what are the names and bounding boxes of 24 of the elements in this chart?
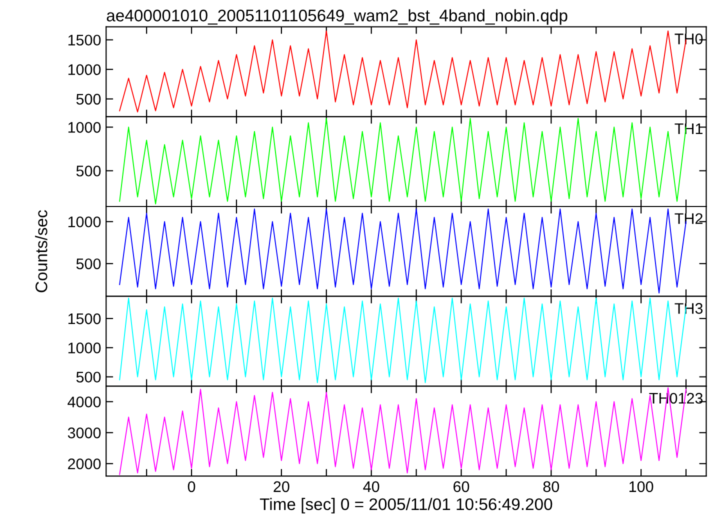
y-axis-title: Counts/sec	[35, 210, 48, 292]
y-tick-label: 1500	[68, 34, 101, 46]
chart-title: ae400001010_20051101105649_wam2_bst_4band_nobin.qdp	[106, 9, 568, 25]
series-label: TH0	[674, 34, 703, 44]
y-tick-label: 500	[76, 372, 101, 383]
x-tick-label: 100	[629, 481, 654, 492]
x-tick-label: 60	[454, 481, 470, 492]
y-tick-label: 4000	[68, 396, 101, 408]
y-tick-label: 1000	[68, 64, 101, 76]
y-tick-label: 1500	[68, 313, 101, 324]
x-axis-title: Time [sec] 0 = 2005/11/01 10:56:49.200	[260, 498, 552, 514]
x-tick-label: 80	[543, 481, 560, 492]
y-tick-label: 3000	[68, 428, 101, 438]
y-tick-label: 1000	[68, 342, 101, 354]
y-tick-label: 1000	[68, 122, 101, 133]
y-tick-label: 1000	[68, 216, 101, 228]
y-tick-label: 2000	[68, 458, 101, 470]
series-label: TH2	[674, 213, 702, 224]
x-tick-label: 0	[188, 481, 196, 492]
y-tick-label: 500	[76, 94, 101, 105]
y-tick-label: 500	[76, 258, 101, 270]
x-tick-label: 20	[274, 481, 290, 492]
y-tick-label: 500	[76, 166, 101, 176]
x-tick-label: 40	[363, 481, 380, 492]
